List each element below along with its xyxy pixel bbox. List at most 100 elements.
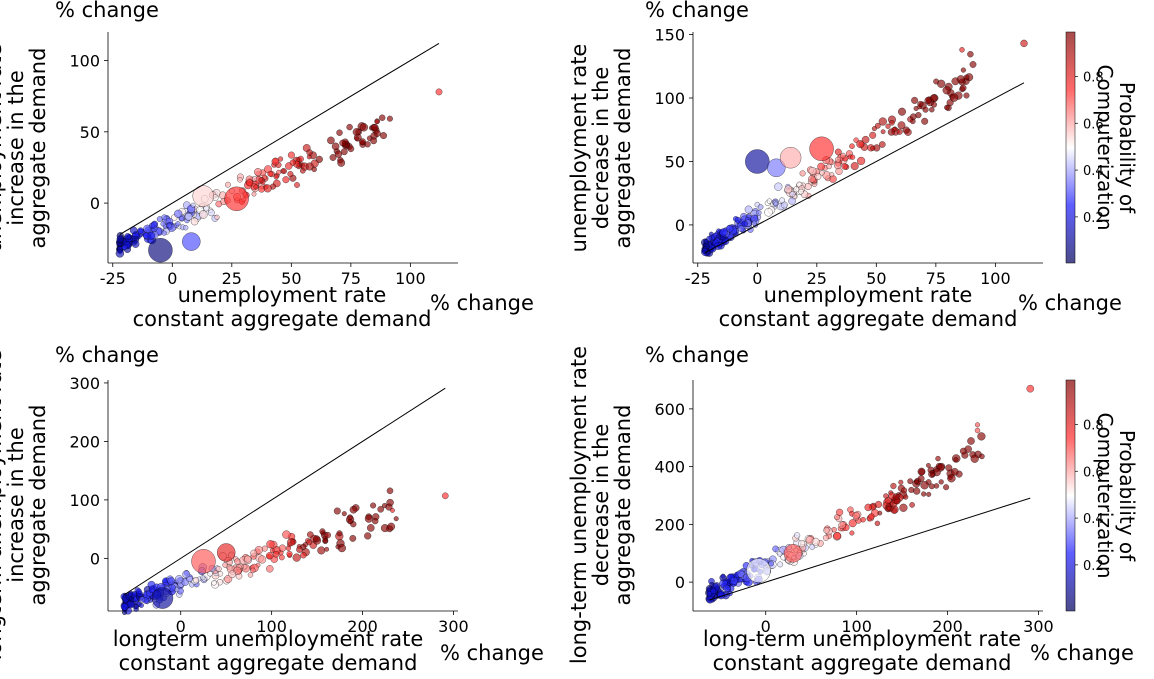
data-point: [379, 132, 388, 140]
data-point: [148, 237, 173, 263]
y-tick-label: 0: [90, 194, 100, 213]
y-tick-label: 400: [654, 458, 685, 477]
x-tick-label: 300: [1023, 617, 1054, 636]
data-point: [161, 214, 168, 221]
colorbar-label: Probability ofComputerization: [1093, 64, 1139, 230]
data-point: [339, 139, 346, 147]
data-point: [287, 151, 295, 159]
data-point: [788, 197, 796, 205]
data-point: [942, 86, 951, 95]
y-unit-label: % change: [55, 343, 159, 367]
data-point: [250, 549, 258, 557]
data-point: [247, 572, 254, 578]
colorbar-tick-label: 0.2: [1083, 559, 1104, 574]
data-point: [911, 96, 919, 104]
data-point: [300, 551, 307, 559]
data-point: [175, 221, 181, 227]
data-point: [935, 455, 941, 462]
data-point: [315, 155, 323, 164]
data-point: [755, 209, 762, 216]
data-point: [138, 596, 146, 603]
data-point: [896, 128, 903, 135]
data-point: [922, 106, 929, 113]
data-point: [329, 154, 337, 161]
colorbar-tick-label: 0.6: [1083, 465, 1104, 480]
data-point: [849, 154, 856, 160]
data-point: [134, 604, 140, 610]
y-tick-label: 600: [654, 400, 685, 419]
data-point: [933, 78, 940, 85]
data-point: [909, 502, 915, 508]
data-point: [902, 126, 910, 134]
data-point: [880, 129, 886, 135]
data-point: [889, 119, 895, 126]
y-unit-label: % change: [55, 0, 159, 22]
data-point: [901, 487, 908, 494]
data-point: [244, 555, 252, 563]
data-point: [349, 505, 358, 514]
data-point: [808, 166, 817, 175]
data-point: [909, 113, 917, 121]
data-point: [116, 235, 124, 243]
data-point: [190, 202, 196, 208]
data-point: [371, 517, 379, 525]
data-point: [856, 140, 865, 149]
y-tick-label: 100: [654, 89, 685, 108]
data-point: [199, 210, 208, 219]
data-point: [364, 514, 373, 523]
data-point: [897, 107, 907, 116]
data-point: [725, 224, 734, 233]
x-tick-label: 50: [866, 269, 886, 288]
data-point: [161, 230, 167, 236]
data-point: [974, 427, 981, 434]
data-point: [814, 173, 822, 181]
data-point: [117, 241, 123, 247]
data-point: [207, 209, 215, 217]
x-tick-label: 0: [176, 617, 186, 636]
data-point: [131, 240, 140, 248]
data-point: [959, 447, 967, 455]
data-point: [296, 546, 303, 553]
data-point: [960, 67, 967, 73]
data-point: [772, 545, 779, 553]
y-tick-label: 150: [654, 26, 685, 45]
data-point: [737, 225, 745, 232]
data-point: [917, 100, 924, 108]
x-tick-label: 0: [761, 617, 771, 636]
y-axis-label: longterm unemployment rateincrease in th…: [0, 350, 50, 661]
data-point: [190, 217, 199, 226]
data-point: [200, 575, 206, 581]
data-point: [745, 149, 770, 174]
data-point: [124, 233, 132, 240]
data-point: [798, 188, 804, 195]
data-point: [277, 156, 284, 162]
data-point: [287, 170, 294, 178]
x-tick-label: 0: [167, 269, 177, 288]
data-point: [784, 185, 793, 194]
data-point: [131, 590, 138, 597]
data-point: [929, 106, 935, 113]
data-point: [336, 530, 343, 537]
data-point: [294, 182, 300, 188]
data-point: [292, 553, 301, 562]
data-point: [265, 552, 274, 560]
data-point: [817, 162, 825, 171]
x-tick-label: 100: [980, 269, 1011, 288]
data-point: [734, 216, 742, 224]
data-point: [166, 222, 173, 229]
data-point: [868, 513, 875, 520]
data-point: [838, 521, 846, 529]
data-point: [346, 123, 353, 131]
data-point: [920, 480, 929, 490]
data-point: [833, 531, 842, 540]
data-point: [822, 534, 829, 541]
data-point: [950, 467, 959, 476]
data-point: [885, 123, 891, 129]
data-point: [183, 225, 189, 231]
data-point: [266, 565, 274, 573]
data-point: [730, 576, 738, 585]
data-point: [160, 221, 166, 227]
data-point: [710, 588, 717, 595]
data-point: [878, 117, 887, 126]
data-point: [273, 174, 279, 180]
